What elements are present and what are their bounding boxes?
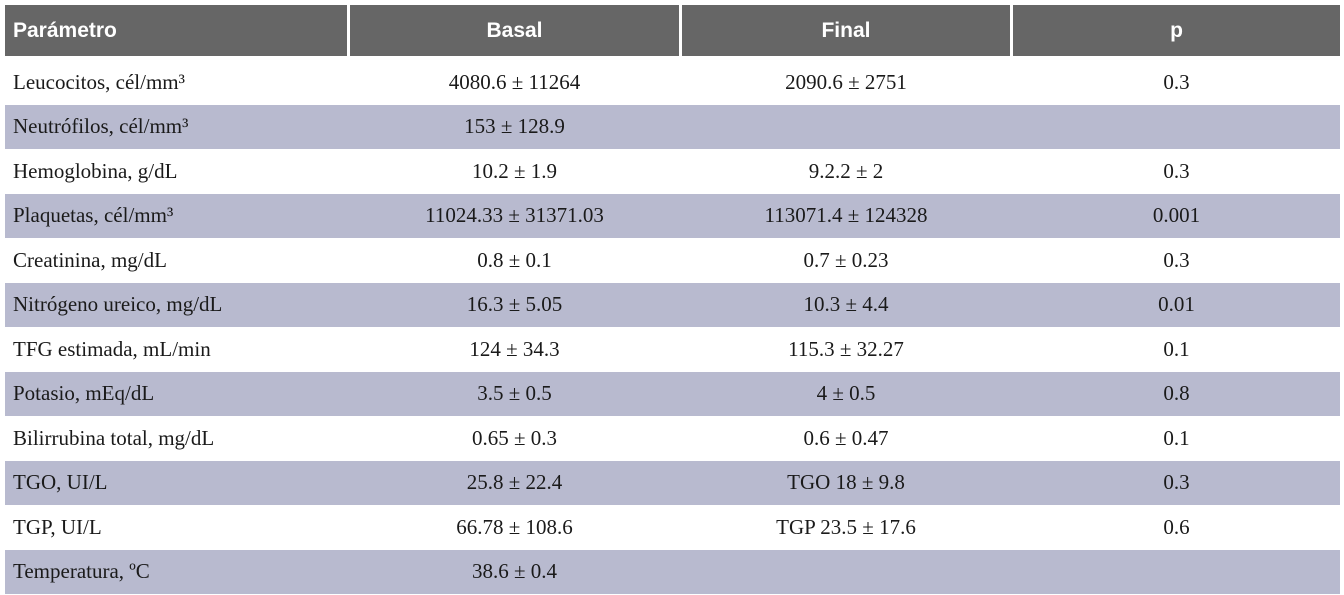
table-cell: 0.6 ± 0.47 [803,425,889,450]
table-cell: 4080.6 ± 11264 [448,69,581,94]
table-cell: 0.1 [1163,336,1190,361]
table-cell: Hemoglobina, g/dL [13,158,178,183]
table-row: Hemoglobina, g/dL 10.2 ± 1.9 9.2.2 ± 2 0.3 [5,149,1340,194]
table-cell: TFG estimada, mL/min [13,336,211,361]
table-cell: 0.7 ± 0.23 [803,247,889,272]
table-row: Plaquetas, cél/mm³ 11024.33 ± 31371.03 113… [5,193,1340,238]
table-cell: 38.6 ± 0.4 [471,559,558,584]
table-row: TGP, UI/L 66.78 ± 108.6 TGP 23.5 ± 17.6 0.6 [5,505,1340,550]
table-cell: 11024.33 ± 31371.03 [425,203,604,228]
table-cell: 66.78 ± 108.6 [456,514,573,539]
table-cell: Creatinina, mg/dL [13,247,167,272]
table-row: TFG estimada, mL/min 124 ± 34.3 115.3 ± 32… [5,327,1340,372]
table-cell: 0.8 [1163,381,1190,406]
table-cell: 3.5 ± 0.5 [477,381,552,406]
table-cell: 0.01 [1158,292,1195,317]
table-row: Leucocitos, cél/mm³ 4080.6 ± 11264 2090.6 … [5,60,1340,105]
table-cell: 25.8 ± 22.4 [466,470,563,495]
table-cell: 4 ± 0.5 [816,381,876,406]
table-cell: 0.1 [1163,425,1190,450]
table-cell: 0.3 [1163,470,1190,495]
table-cell: TGP, UI/L [13,514,102,539]
table-row: Neutrófilos, cél/mm³ 153 ± 128.9 [5,104,1340,149]
table-cell: 0.3 [1163,247,1190,272]
header-cell: p [1013,5,1340,56]
table-cell: 115.3 ± 32.27 [788,336,904,361]
table-cell: 0.001 [1152,203,1201,228]
table-row: TGO, UI/L 25.8 ± 22.4 TGO 18 ± 9.8 0.3 [5,460,1340,505]
table-cell: 16.3 ± 5.05 [466,292,563,317]
table-cell: Leucocitos, cél/mm³ [13,69,185,94]
table-cell: TGP 23.5 ± 17.6 [776,514,916,539]
table-cell: Neutrófilos, cél/mm³ [13,114,189,139]
table-cell: 0.3 [1163,69,1190,94]
table-row: Temperatura, ºC 38.6 ± 0.4 [5,549,1340,594]
table-cell: 2090.6 ± 2751 [785,69,907,94]
table-row: Potasio, mEq/dL 3.5 ± 0.5 4 ± 0.5 0.8 [5,371,1340,416]
table-row: Creatinina, mg/dL 0.8 ± 0.1 0.7 ± 0.23 0.3 [5,238,1340,283]
table-cell: 153 ± 128.9 [464,114,565,139]
header-cell: Parámetro [5,5,347,56]
table-cell: 124 ± 34.3 [469,336,560,361]
table-cell: 0.65 ± 0.3 [471,425,558,450]
table-cell: Nitrógeno ureico, mg/dL [13,292,223,317]
table-cell: 0.6 [1163,514,1190,539]
header-cell: Final [682,5,1010,56]
table-cell: 9.2.2 ± 2 [808,158,884,183]
table-row: Bilirrubina total, mg/dL 0.65 ± 0.3 0.6 ± … [5,416,1340,461]
table-cell: 113071.4 ± 124328 [764,203,928,228]
table-cell: TGO 18 ± 9.8 [787,470,905,495]
table-row: Nitrógeno ureico, mg/dL 16.3 ± 5.05 10.3 ±… [5,282,1340,327]
table-cell: Temperatura, ºC [13,559,150,584]
table-cell: Plaquetas, cél/mm³ [13,203,174,228]
table-cell: Potasio, mEq/dL [13,381,155,406]
table-cell: 0.3 [1163,158,1190,183]
header-cell: Basal [350,5,679,56]
table-cell: Bilirrubina total, mg/dL [13,425,215,450]
table-cell: TGO, UI/L [13,470,108,495]
table-cell: 0.8 ± 0.1 [477,247,552,272]
table-cell: 10.3 ± 4.4 [803,292,889,317]
table-cell: 10.2 ± 1.9 [471,158,558,183]
